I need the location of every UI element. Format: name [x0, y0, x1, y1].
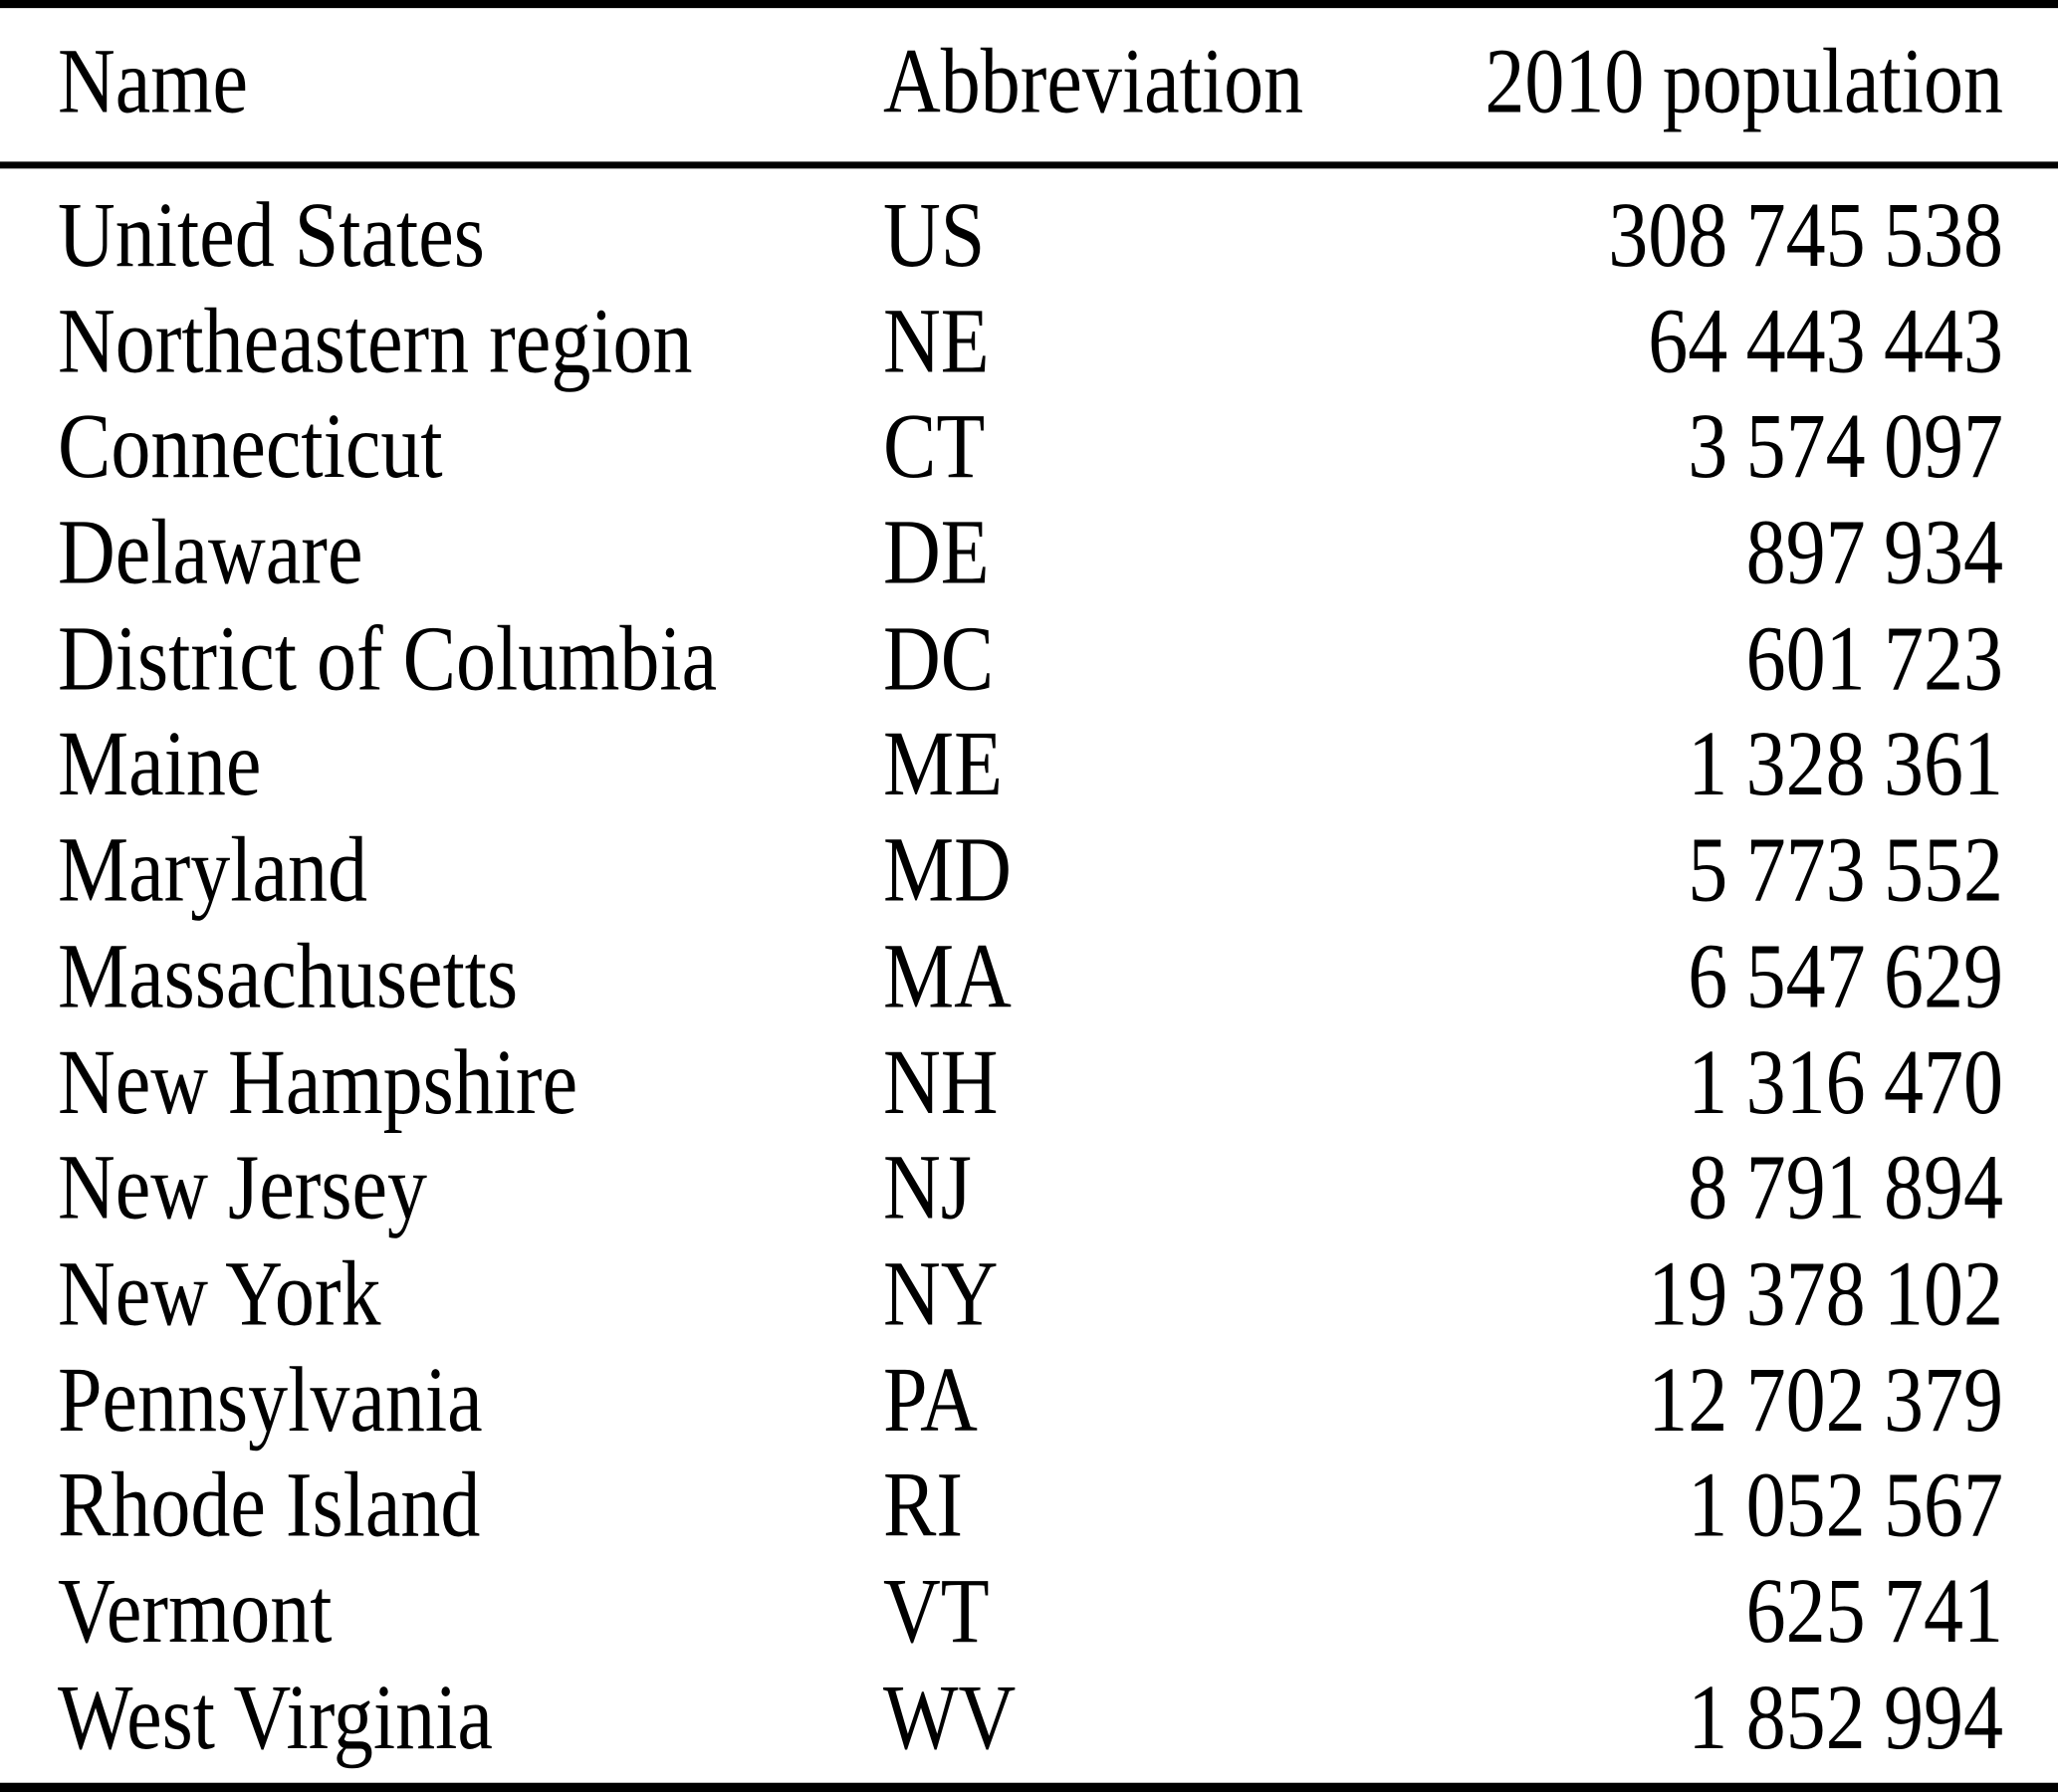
cell-abbreviation: NY	[883, 1242, 999, 1346]
cell-population: 3 574 097	[1688, 396, 2003, 499]
table-body: United States US 308 745 538 Northeaster…	[0, 168, 2058, 1771]
cell-population: 19 378 102	[1648, 1242, 2003, 1346]
table-row: Massachusetts MA 6 547 629	[0, 925, 2058, 1030]
cell-population: 601 723	[1745, 607, 2003, 710]
cell-name: Pennsylvania	[58, 1349, 483, 1452]
cell-population: 1 052 567	[1688, 1455, 2003, 1557]
cell-population: 897 934	[1745, 502, 2003, 604]
table-row: United States US 308 745 538	[0, 183, 2058, 289]
cell-population: 1 316 470	[1688, 1031, 2003, 1134]
column-header-abbreviation: Abbreviation	[883, 31, 1304, 133]
table-row: West Virginia WV 1 852 994	[0, 1666, 2058, 1771]
table-bottom-rule	[0, 1782, 2058, 1792]
cell-name: Massachusetts	[58, 925, 519, 1028]
table-row: New Hampshire NH 1 316 470	[0, 1030, 2058, 1136]
cell-name: Rhode Island	[58, 1455, 481, 1557]
cell-population: 1 328 361	[1688, 714, 2003, 816]
column-header-name: Name	[58, 31, 249, 133]
cell-name: Northeastern region	[58, 290, 693, 392]
cell-name: Connecticut	[58, 396, 443, 499]
cell-population: 5 773 552	[1688, 819, 2003, 922]
cell-abbreviation: US	[883, 184, 986, 287]
table-top-rule	[0, 0, 2058, 9]
column-header-population: 2010 population	[1485, 31, 2003, 133]
cell-population: 625 741	[1745, 1560, 2003, 1664]
cell-abbreviation: DE	[883, 502, 990, 604]
cell-name: Maine	[58, 714, 262, 816]
cell-abbreviation: CT	[883, 396, 986, 499]
cell-population: 1 852 994	[1688, 1667, 2003, 1769]
table-row: Delaware DE 897 934	[0, 501, 2058, 606]
table-row: District of Columbia DC 601 723	[0, 607, 2058, 713]
table-row: Rhode Island RI 1 052 567	[0, 1454, 2058, 1559]
cell-name: United States	[58, 184, 485, 287]
table-row: Maryland MD 5 773 552	[0, 818, 2058, 924]
cell-abbreviation: NJ	[883, 1137, 972, 1239]
table-row: Connecticut CT 3 574 097	[0, 395, 2058, 501]
cell-name: Vermont	[58, 1560, 333, 1664]
cell-name: New York	[58, 1242, 381, 1346]
cell-name: New Jersey	[58, 1137, 427, 1239]
table-row: Maine ME 1 328 361	[0, 713, 2058, 818]
cell-abbreviation: PA	[883, 1349, 978, 1452]
cell-abbreviation: MA	[883, 925, 1012, 1028]
cell-population: 8 791 894	[1688, 1137, 2003, 1239]
cell-abbreviation: ME	[883, 714, 1003, 816]
cell-abbreviation: NE	[883, 290, 990, 392]
table-header-rule	[0, 161, 2058, 169]
cell-abbreviation: MD	[883, 819, 1012, 922]
cell-name: District of Columbia	[58, 607, 718, 710]
cell-abbreviation: WV	[883, 1667, 1017, 1769]
table-row: New York NY 19 378 102	[0, 1242, 2058, 1348]
cell-name: New Hampshire	[58, 1031, 578, 1134]
table-header-row: Name Abbreviation 2010 population	[0, 8, 2058, 161]
cell-abbreviation: DC	[883, 607, 995, 710]
table-row: Pennsylvania PA 12 702 379	[0, 1348, 2058, 1454]
cell-name: West Virginia	[58, 1667, 493, 1769]
cell-population: 12 702 379	[1648, 1349, 2003, 1452]
cell-name: Delaware	[58, 502, 363, 604]
table-row: Vermont VT 625 741	[0, 1560, 2058, 1666]
cell-abbreviation: VT	[883, 1560, 990, 1664]
cell-name: Maryland	[58, 819, 368, 922]
cell-population: 6 547 629	[1688, 925, 2003, 1028]
cell-population: 308 745 538	[1608, 184, 2003, 287]
cell-population: 64 443 443	[1648, 290, 2003, 392]
table-row: Northeastern region NE 64 443 443	[0, 290, 2058, 395]
cell-abbreviation: RI	[883, 1455, 963, 1557]
cell-abbreviation: NH	[883, 1031, 999, 1134]
table-row: New Jersey NJ 8 791 894	[0, 1136, 2058, 1241]
